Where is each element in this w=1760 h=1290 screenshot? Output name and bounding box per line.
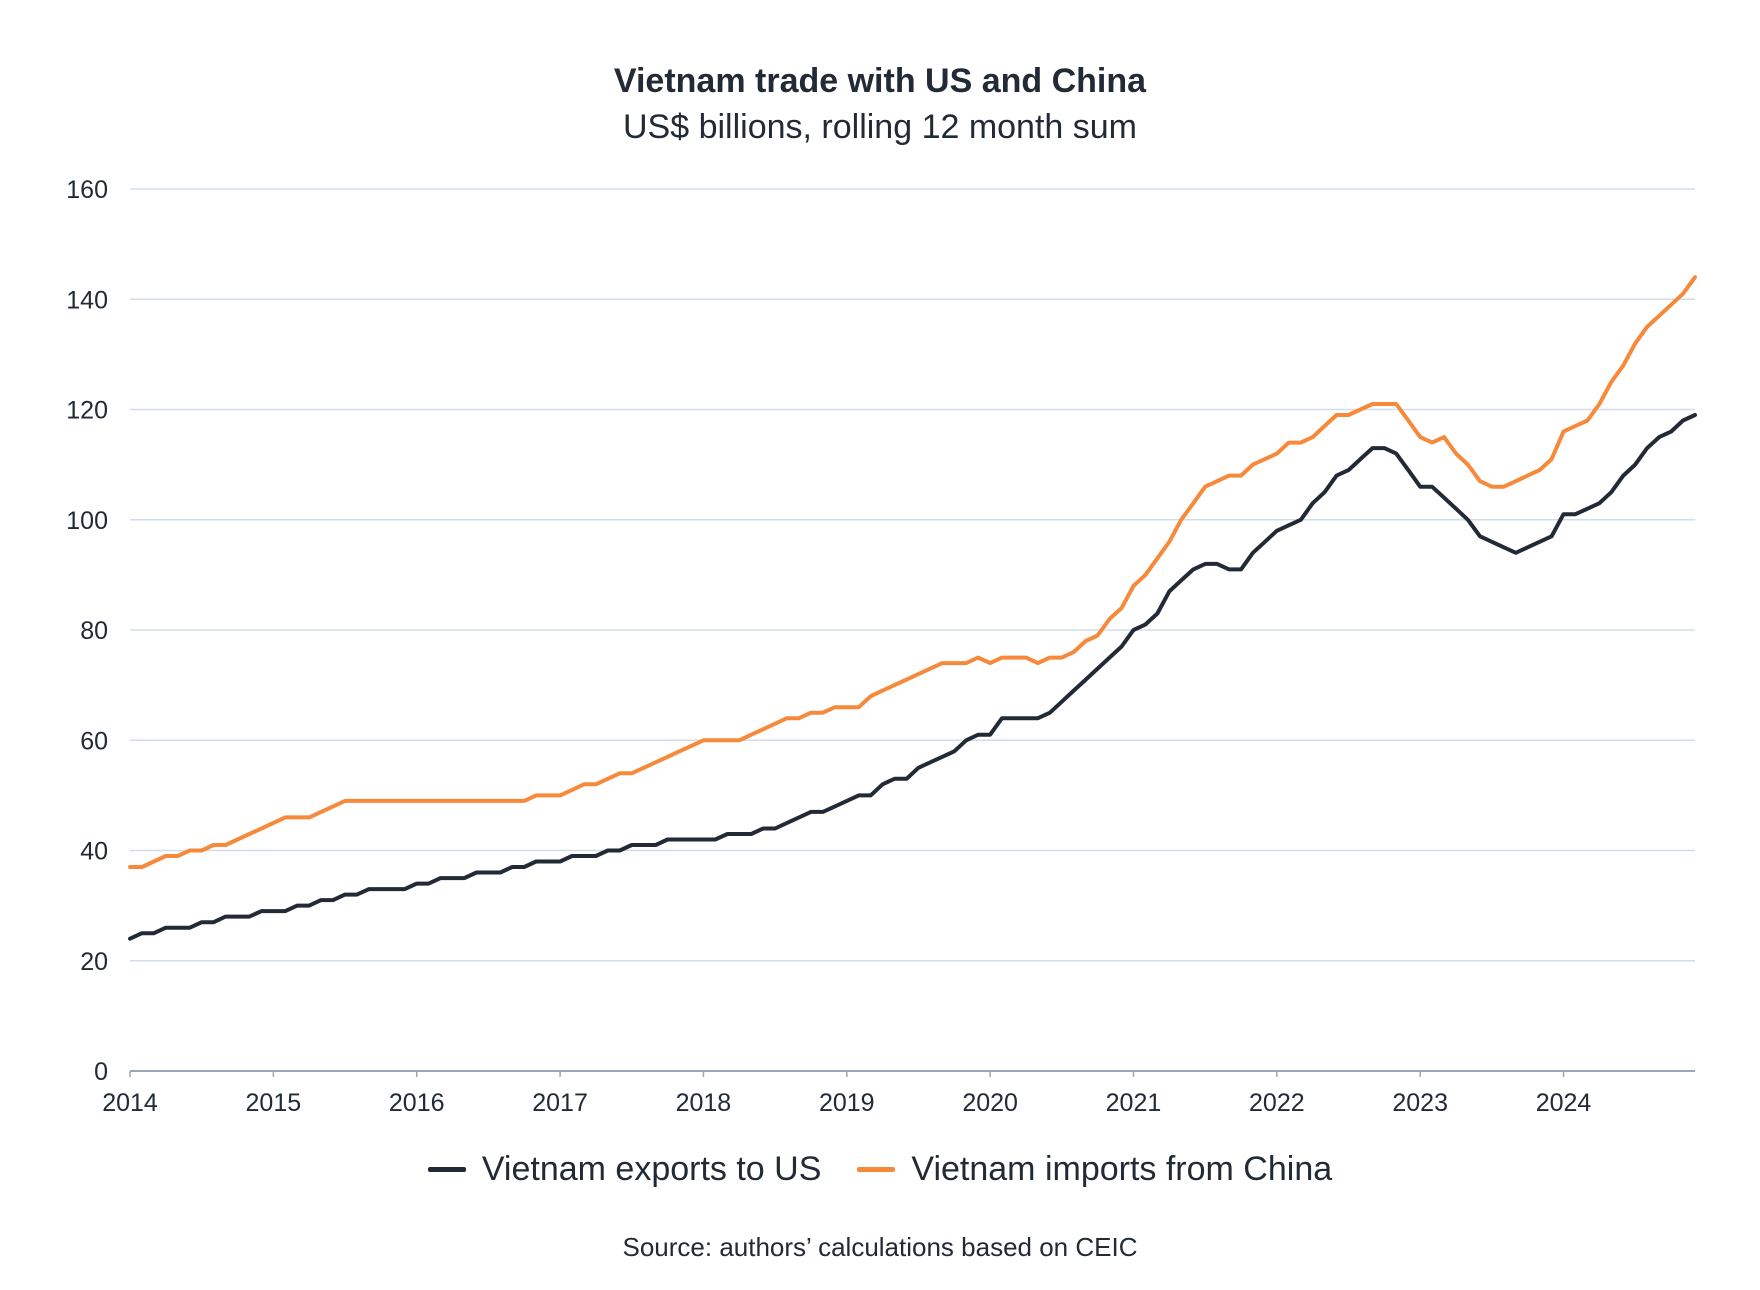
series-line-exports-to-us — [128, 413, 1697, 941]
x-tick-label-2015: 2015 — [246, 1089, 302, 1117]
legend-label-exports: Vietnam exports to US — [481, 1150, 822, 1188]
legend: Vietnam exports to US Vietnam imports fr… — [0, 1150, 1760, 1189]
legend-swatch-exports — [427, 1167, 466, 1172]
y-tick-label-20: 20 — [80, 948, 108, 976]
x-tick-label-2019: 2019 — [819, 1089, 875, 1117]
legend-label-imports: Vietnam imports from China — [911, 1150, 1333, 1188]
x-tick-label-2014: 2014 — [102, 1089, 158, 1117]
y-tick-label-60: 60 — [80, 727, 108, 755]
series-lines — [128, 275, 1697, 941]
y-tick-label-80: 80 — [80, 617, 108, 645]
x-tick-label-2016: 2016 — [389, 1089, 445, 1117]
legend-swatch-imports — [857, 1167, 896, 1172]
x-tick-label-2024: 2024 — [1536, 1089, 1592, 1117]
x-tick-label-2022: 2022 — [1249, 1089, 1305, 1117]
chart-title: Vietnam trade with US and China — [613, 62, 1147, 100]
gridlines — [130, 188, 1695, 962]
series-line-imports-from-china — [128, 275, 1697, 869]
axes: 0 20 40 60 80 100 120 140 160 2014 2015 2016 2017 201… — [66, 176, 1695, 1117]
y-tick-label-40: 40 — [80, 838, 108, 866]
y-tick-label-140: 140 — [66, 286, 108, 314]
x-tick-label-2017: 2017 — [532, 1089, 588, 1117]
x-tick-label-2023: 2023 — [1392, 1089, 1448, 1117]
x-tick-label-2021: 2021 — [1106, 1089, 1162, 1117]
y-tick-label-120: 120 — [66, 397, 108, 425]
y-tick-label-100: 100 — [66, 507, 108, 535]
x-tick-label-2018: 2018 — [676, 1089, 732, 1117]
y-tick-label-0: 0 — [94, 1058, 108, 1086]
y-tick-label-160: 160 — [66, 176, 108, 204]
x-tick-label-2020: 2020 — [962, 1089, 1018, 1117]
legend-item-exports: Vietnam exports to US — [427, 1150, 822, 1189]
chart-subtitle: US$ billions, rolling 12 month sum — [622, 108, 1138, 146]
source-note: Source: authors’ calculations based on C… — [622, 1232, 1138, 1262]
legend-item-imports: Vietnam imports from China — [857, 1150, 1332, 1189]
